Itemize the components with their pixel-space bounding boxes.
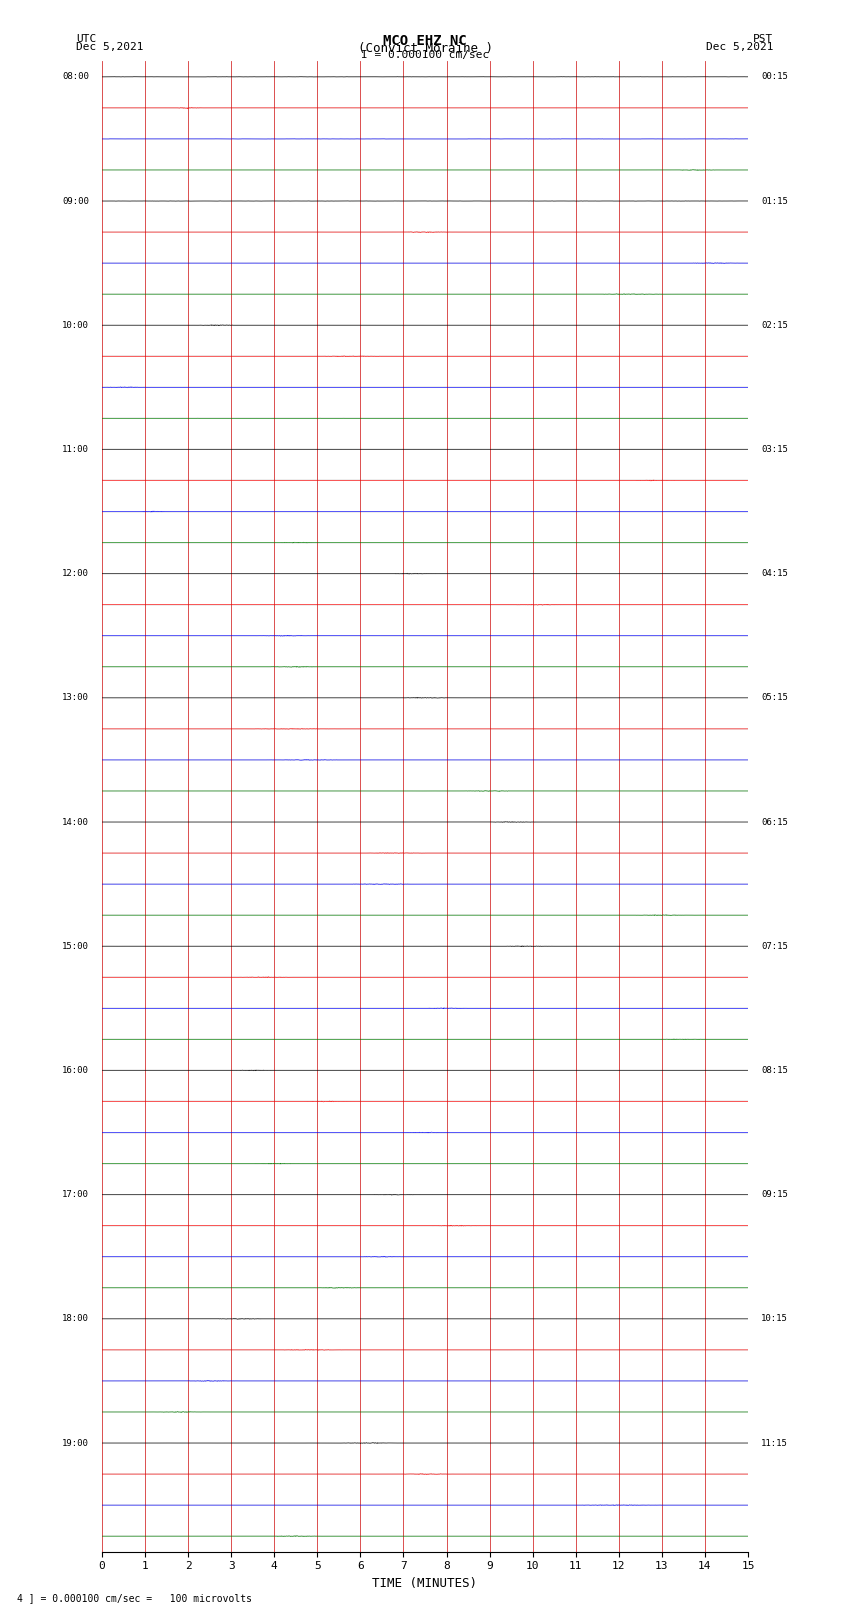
Text: 11:15: 11:15 bbox=[761, 1439, 788, 1447]
Text: 12:00: 12:00 bbox=[62, 569, 89, 577]
Text: 10:00: 10:00 bbox=[62, 321, 89, 329]
Text: 19:00: 19:00 bbox=[62, 1439, 89, 1447]
Text: Dec 5,2021: Dec 5,2021 bbox=[706, 42, 774, 52]
Text: 09:15: 09:15 bbox=[761, 1190, 788, 1198]
Text: Dec 5,2021: Dec 5,2021 bbox=[76, 42, 144, 52]
Text: PST: PST bbox=[753, 34, 774, 44]
Text: 16:00: 16:00 bbox=[62, 1066, 89, 1074]
Text: 06:15: 06:15 bbox=[761, 818, 788, 826]
Text: 04:15: 04:15 bbox=[761, 569, 788, 577]
Text: MCO EHZ NC: MCO EHZ NC bbox=[383, 34, 467, 48]
Text: 08:15: 08:15 bbox=[761, 1066, 788, 1074]
Text: 00:15: 00:15 bbox=[761, 73, 788, 81]
Text: 01:15: 01:15 bbox=[761, 197, 788, 205]
Text: 11:00: 11:00 bbox=[62, 445, 89, 453]
Text: 4 ] = 0.000100 cm/sec =   100 microvolts: 4 ] = 0.000100 cm/sec = 100 microvolts bbox=[17, 1594, 252, 1603]
Text: (Convict Moraine ): (Convict Moraine ) bbox=[358, 42, 492, 55]
Text: 13:00: 13:00 bbox=[62, 694, 89, 702]
Text: UTC: UTC bbox=[76, 34, 97, 44]
Text: 02:15: 02:15 bbox=[761, 321, 788, 329]
Text: 15:00: 15:00 bbox=[62, 942, 89, 950]
Text: 05:15: 05:15 bbox=[761, 694, 788, 702]
Text: 17:00: 17:00 bbox=[62, 1190, 89, 1198]
Text: 18:00: 18:00 bbox=[62, 1315, 89, 1323]
Text: 03:15: 03:15 bbox=[761, 445, 788, 453]
Text: 08:00: 08:00 bbox=[62, 73, 89, 81]
Text: 07:15: 07:15 bbox=[761, 942, 788, 950]
Text: 09:00: 09:00 bbox=[62, 197, 89, 205]
Text: 10:15: 10:15 bbox=[761, 1315, 788, 1323]
Text: I = 0.000100 cm/sec: I = 0.000100 cm/sec bbox=[361, 50, 489, 60]
X-axis label: TIME (MINUTES): TIME (MINUTES) bbox=[372, 1578, 478, 1590]
Text: 14:00: 14:00 bbox=[62, 818, 89, 826]
